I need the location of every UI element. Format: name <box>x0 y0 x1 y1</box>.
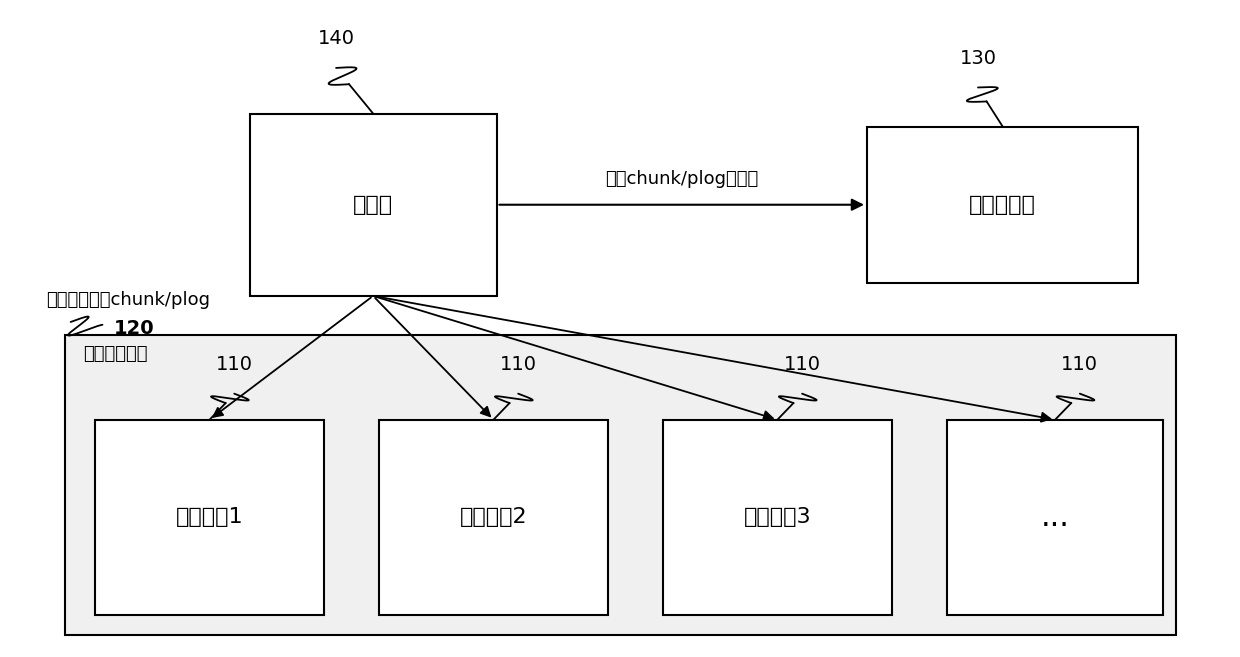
Text: 140: 140 <box>317 30 355 49</box>
Text: 120: 120 <box>114 319 155 338</box>
Bar <box>249 114 496 296</box>
Text: 存储节点网络: 存储节点网络 <box>83 345 148 363</box>
Text: 存储节点2: 存储节点2 <box>460 507 527 528</box>
Text: 110: 110 <box>216 355 253 374</box>
Text: ...: ... <box>1040 503 1070 532</box>
Bar <box>64 335 1176 635</box>
Bar <box>95 420 324 615</box>
Text: 110: 110 <box>500 355 537 374</box>
Bar <box>379 420 608 615</box>
Bar <box>867 127 1138 283</box>
Text: 存储节点3: 存储节点3 <box>744 507 811 528</box>
Bar <box>663 420 892 615</box>
Bar <box>947 420 1163 615</box>
Text: 控制服务器: 控制服务器 <box>970 194 1037 215</box>
Text: 根据地址操作chunk/plog: 根据地址操作chunk/plog <box>46 291 210 309</box>
Text: 130: 130 <box>960 49 997 68</box>
Text: 110: 110 <box>784 355 821 374</box>
Text: 110: 110 <box>1061 355 1099 374</box>
Text: 客户端: 客户端 <box>353 194 393 215</box>
Text: 获取chunk/plog的地址: 获取chunk/plog的地址 <box>605 170 759 189</box>
Text: 存储节点1: 存储节点1 <box>176 507 243 528</box>
